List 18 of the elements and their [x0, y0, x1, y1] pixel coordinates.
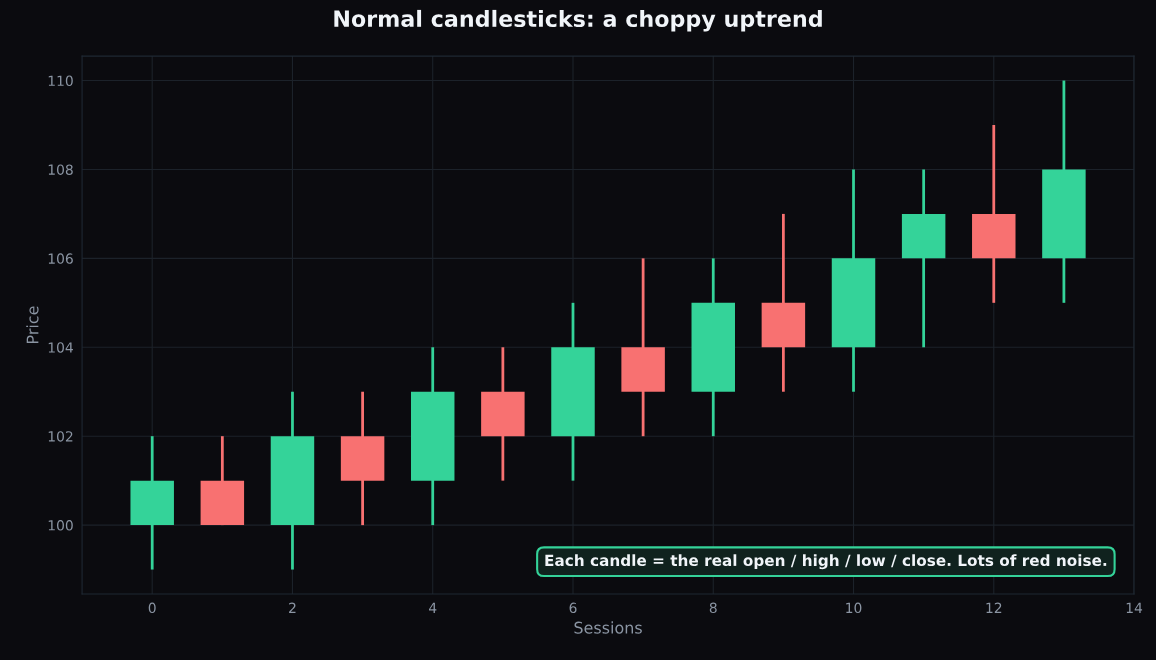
chart-title: Normal candlesticks: a choppy uptrend	[334, 9, 822, 32]
y-tick-label: 108	[48, 164, 73, 175]
x-tick-label: 12	[986, 602, 1002, 613]
x-tick-label: 4	[428, 602, 437, 613]
x-tick-label: 14	[1126, 602, 1143, 613]
y-tick-label: 106	[48, 253, 73, 264]
annotation: Each candle = the real open / high / low / close. Lots of red noise.	[545, 554, 1107, 570]
y-tick-label: 104	[48, 342, 73, 353]
x-tick-label: 10	[846, 602, 862, 614]
x-tick-label: 2	[289, 602, 296, 613]
x-axis-title: Sessions	[574, 621, 642, 634]
y-axis-title: Price	[26, 306, 39, 343]
y-tick-label: 100	[48, 520, 73, 531]
x-tick-label: 8	[709, 602, 717, 614]
x-tick-label: 6	[569, 602, 577, 614]
y-tick-label: 110	[48, 75, 73, 87]
x-tick-label: 0	[148, 602, 156, 614]
y-tick-label: 102	[48, 431, 73, 442]
